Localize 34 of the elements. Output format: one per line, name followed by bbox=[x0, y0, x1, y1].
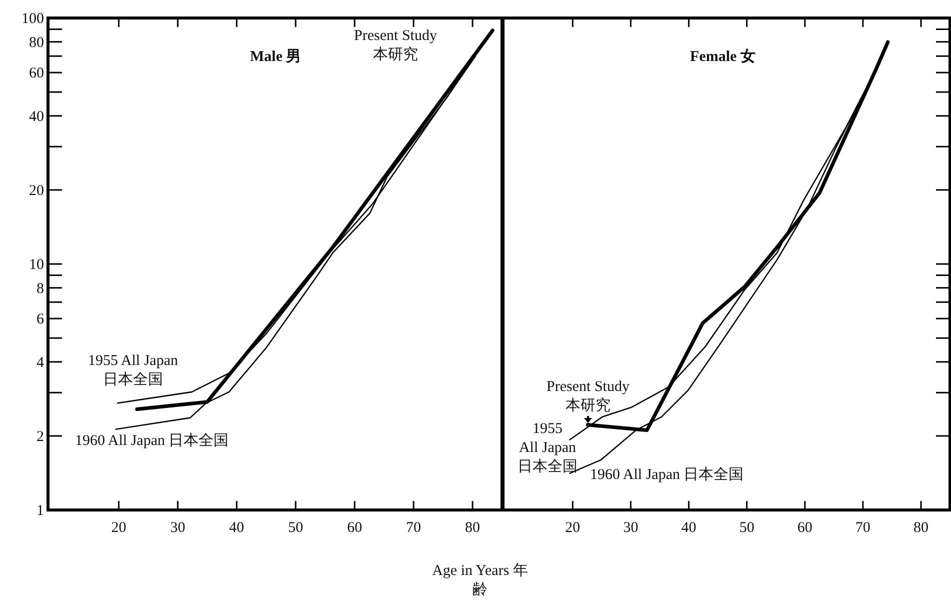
x-tick-label: 20 bbox=[565, 520, 580, 536]
legend-label: Present Study 本研究 bbox=[353, 27, 438, 65]
y-tick-label: 8 bbox=[36, 280, 44, 297]
x-tick-label: 70 bbox=[855, 520, 870, 536]
y-tick-label: 4 bbox=[36, 354, 44, 371]
x-tick-label: 60 bbox=[797, 520, 812, 536]
series-label: 1955 All Japan 日本全国 bbox=[87, 352, 179, 390]
y-tick-label: 40 bbox=[29, 108, 44, 125]
y-tick-label: 80 bbox=[29, 34, 44, 51]
series-label: 1960 All Japan 日本全国 bbox=[75, 432, 230, 451]
x-tick-label: 40 bbox=[229, 520, 244, 536]
legend-label: 1955 All Japan 日本全国 bbox=[516, 420, 578, 477]
x-tick-label: 40 bbox=[681, 520, 696, 536]
x-tick-label: 70 bbox=[406, 520, 422, 536]
y-tick-label: 100 bbox=[22, 11, 44, 27]
y-tick-label: 6 bbox=[36, 312, 44, 328]
series-label: Present Study 本研究 bbox=[546, 378, 630, 416]
x-tick-label: 50 bbox=[739, 520, 754, 536]
x-tick-label: 50 bbox=[288, 520, 304, 536]
x-tick-label: 60 bbox=[347, 520, 362, 536]
x-tick-label: 30 bbox=[623, 520, 638, 536]
y-tick-label: 20 bbox=[29, 182, 44, 199]
x-tick-label: 80 bbox=[465, 520, 480, 536]
y-tick-label: 2 bbox=[36, 428, 44, 445]
y-tick-label: 60 bbox=[29, 66, 44, 82]
x-tick-label: 80 bbox=[913, 520, 928, 536]
text: Female 女 bbox=[690, 48, 756, 67]
text: Male 男 bbox=[250, 48, 302, 67]
series-label: 1960 All Japan 日本全国 bbox=[590, 466, 745, 485]
y-tick-label: 10 bbox=[29, 257, 44, 273]
x-tick-label: 30 bbox=[170, 520, 186, 536]
y-tick-label: 1 bbox=[36, 503, 44, 519]
x-tick-label: 20 bbox=[111, 520, 126, 536]
x-axis-title: Age in Years 年齢 bbox=[431, 562, 529, 600]
